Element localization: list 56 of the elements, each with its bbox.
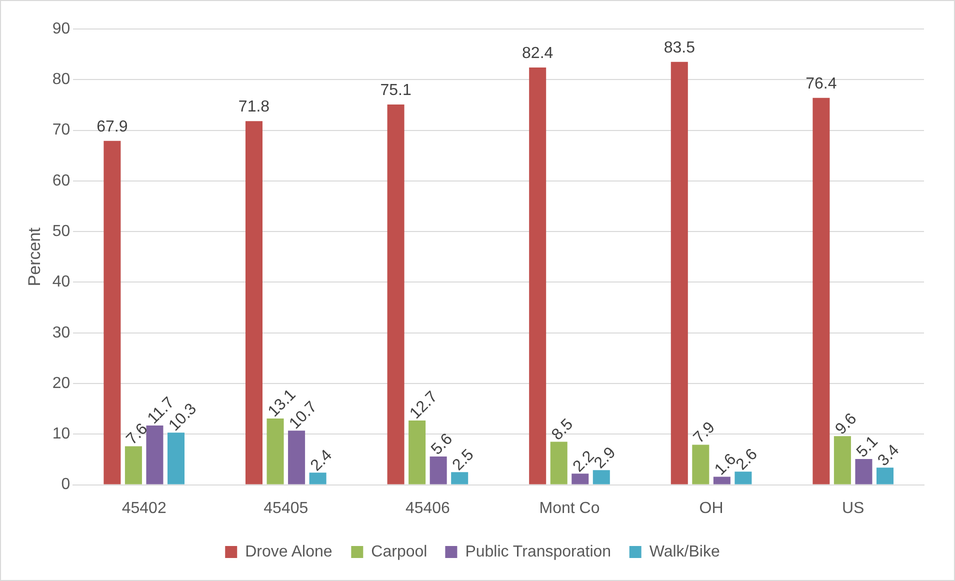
y-tick-label: 20	[52, 374, 70, 392]
bar	[309, 472, 326, 484]
x-tick-label: US	[842, 500, 864, 517]
bar	[387, 104, 404, 484]
bar	[812, 98, 830, 484]
bar	[692, 444, 710, 484]
data-label: 75.1	[380, 82, 412, 99]
y-tick-label: 70	[52, 122, 70, 139]
bar	[266, 418, 284, 484]
bar	[288, 430, 306, 484]
y-axis-title: Percent	[24, 227, 44, 286]
bar	[734, 472, 752, 484]
x-tick-label: 45406	[405, 500, 450, 517]
bar	[592, 470, 610, 484]
y-tick-label: 90	[52, 20, 70, 38]
data-label: 7.9	[690, 418, 718, 447]
bar	[430, 456, 447, 484]
bar	[876, 468, 894, 484]
data-label: 83.5	[664, 39, 696, 56]
y-tick-label: 50	[52, 222, 70, 240]
bar	[855, 458, 872, 484]
data-label: 82.4	[522, 44, 554, 62]
x-tick-label: OH	[699, 500, 724, 517]
bar	[713, 476, 730, 484]
data-label: 7.6	[123, 420, 152, 448]
bar	[670, 62, 688, 484]
data-label: 2.4	[308, 446, 336, 475]
bar	[572, 474, 589, 484]
legend-label: Drove Alone	[245, 543, 332, 560]
y-tick-label: 0	[61, 476, 70, 494]
bar	[408, 420, 426, 484]
y-tick-label: 80	[52, 71, 70, 88]
data-label: 71.8	[238, 98, 270, 116]
bar	[245, 121, 262, 484]
bar	[529, 67, 546, 484]
x-tick-label: Mont Co	[539, 500, 600, 517]
bar	[167, 432, 185, 484]
y-tick-label: 30	[52, 324, 70, 342]
bar	[451, 472, 468, 484]
legend-label: Public Transporation	[465, 543, 612, 560]
y-tick-label: 40	[52, 274, 70, 291]
data-label: 8.5	[548, 416, 577, 444]
bar	[104, 140, 121, 484]
data-label: 76.4	[806, 75, 837, 92]
x-tick-label: 45405	[264, 500, 308, 517]
legend-label: Carpool	[371, 543, 428, 560]
y-tick-label: 10	[52, 426, 70, 443]
bar	[550, 442, 568, 484]
legend-label: Walk/Bike	[649, 543, 720, 560]
x-tick-label: 45402	[122, 500, 166, 517]
data-label: 67.9	[96, 118, 128, 136]
bar	[834, 436, 851, 484]
y-tick-label: 60	[52, 172, 70, 190]
bar	[146, 426, 164, 484]
bar	[124, 446, 142, 484]
data-label: 9.6	[832, 410, 860, 438]
